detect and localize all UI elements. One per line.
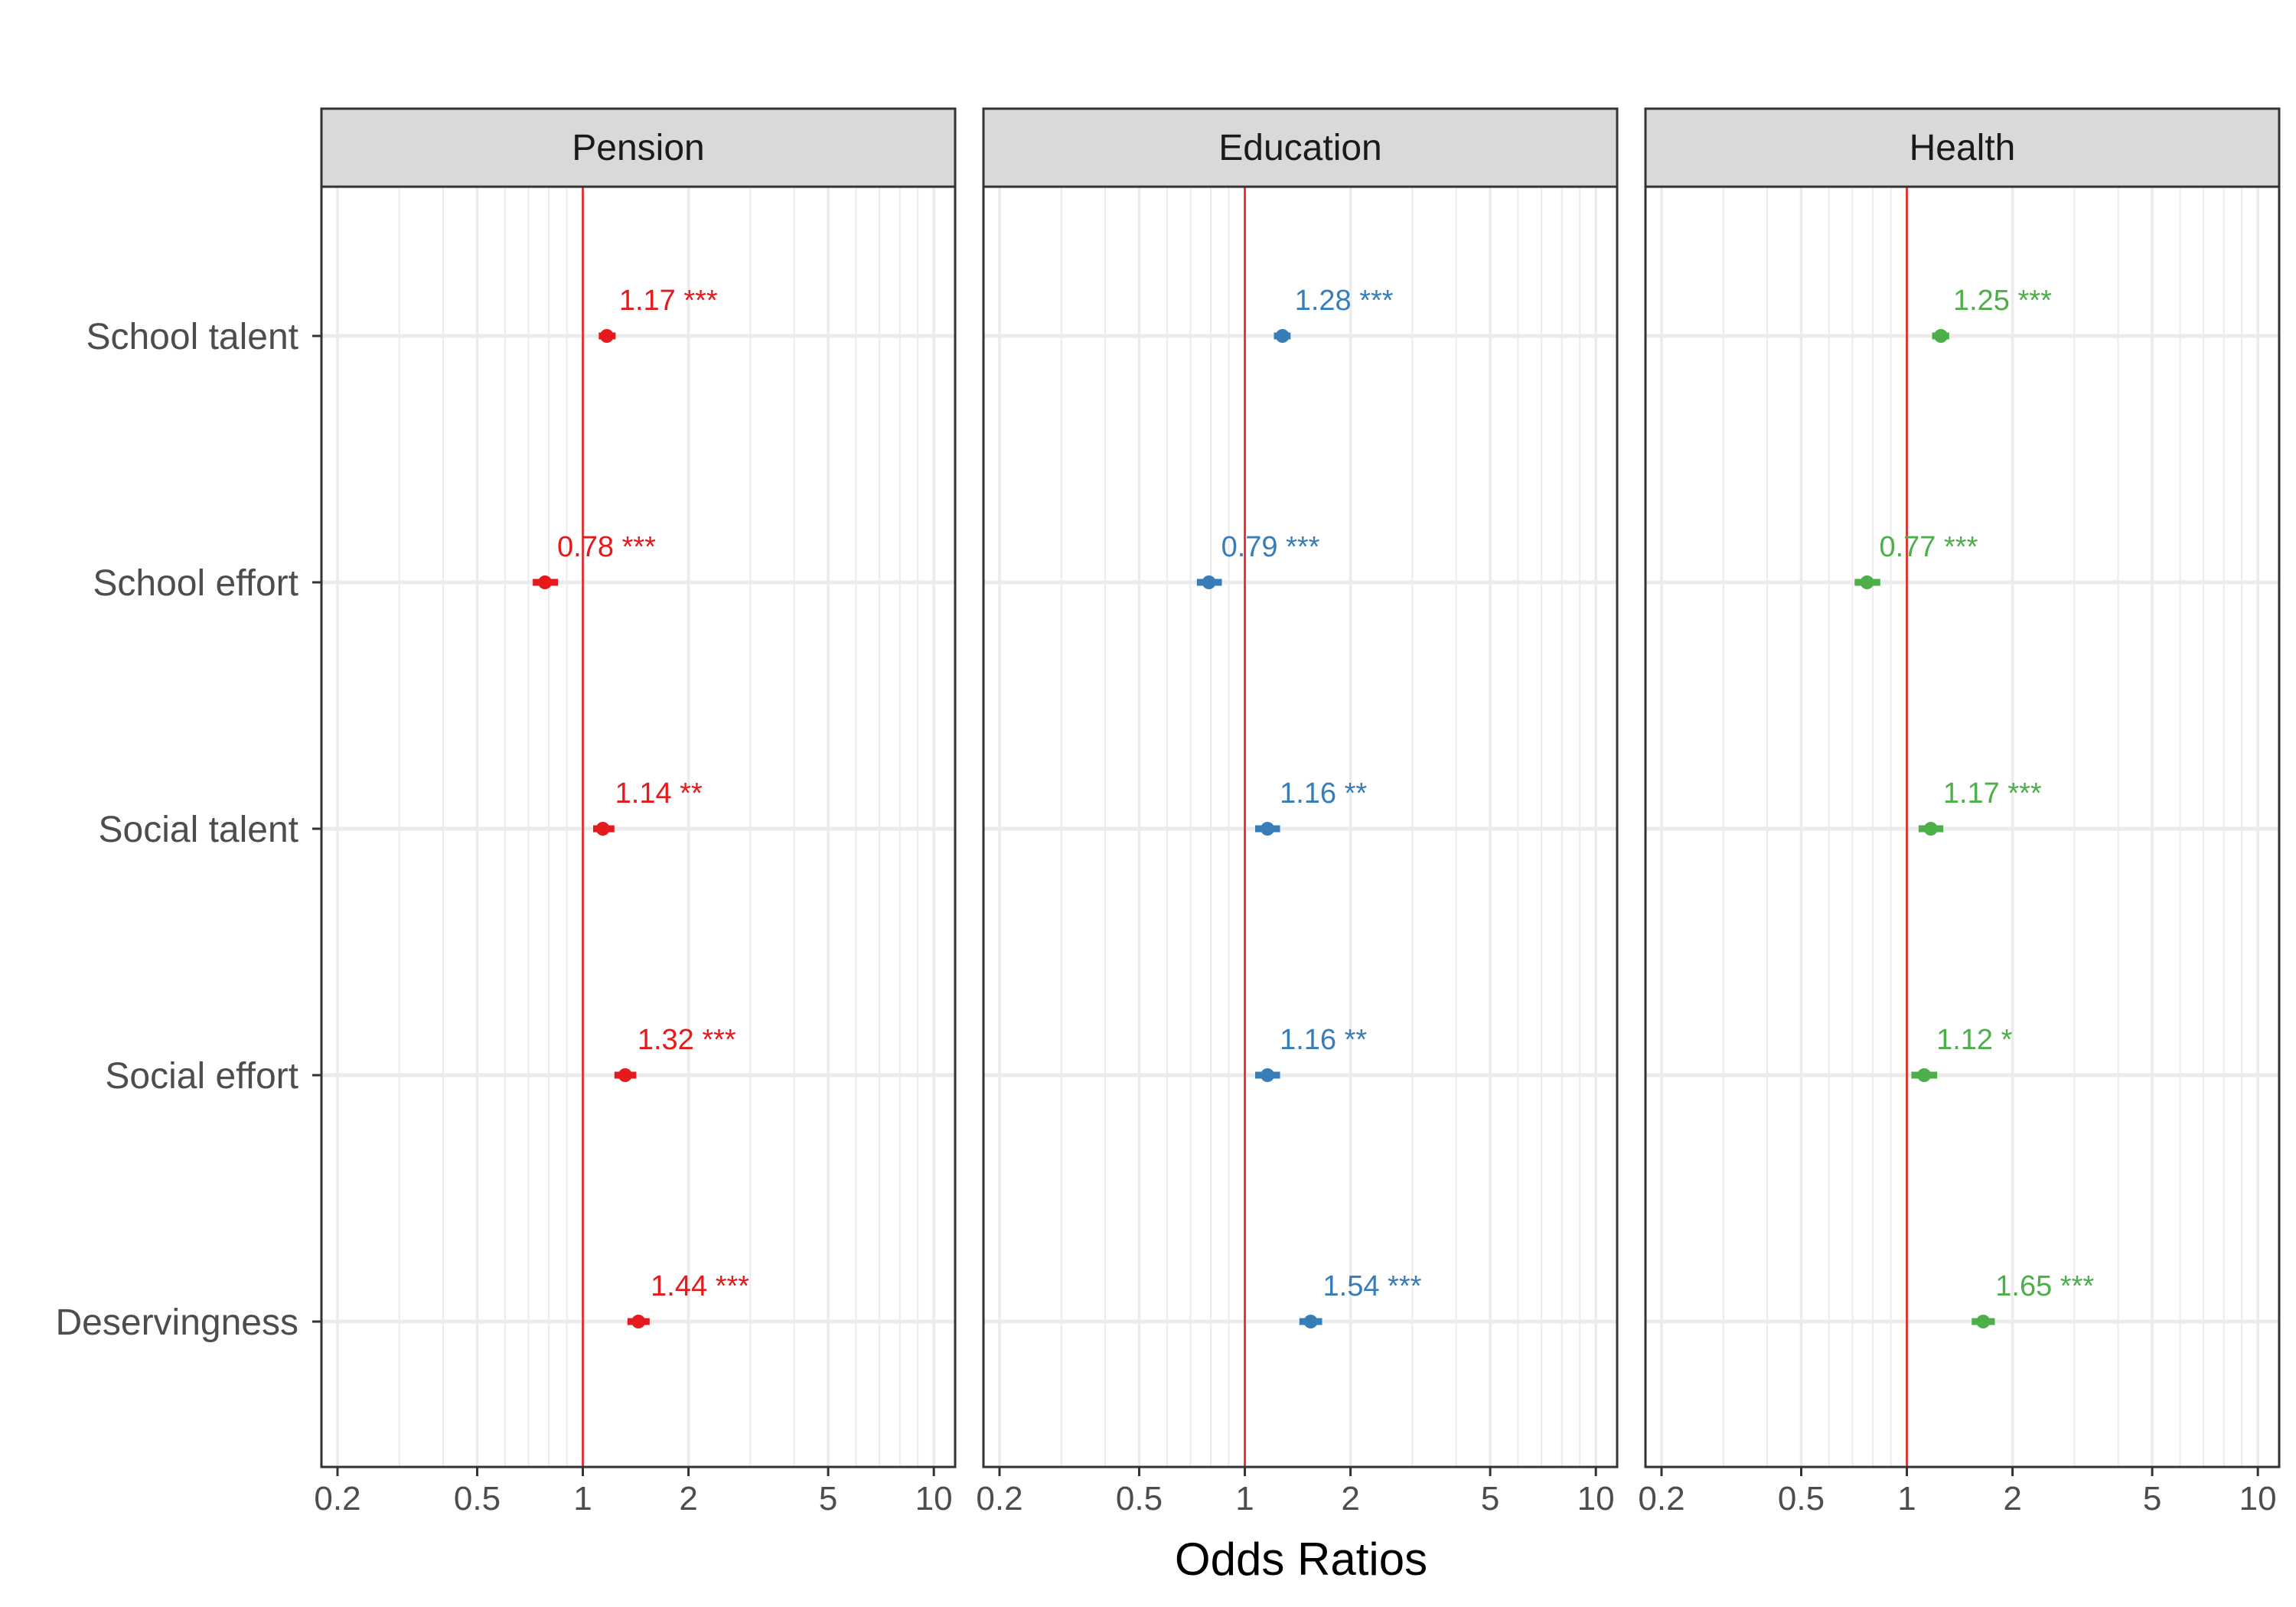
estimate-label: 1.25 ***	[1953, 285, 2052, 317]
estimate-label: 1.12 *	[1936, 1024, 2013, 1056]
estimate-point	[1261, 822, 1275, 836]
x-tick-label: 0.2	[1638, 1480, 1684, 1517]
estimate-point	[1917, 1068, 1932, 1082]
panel-health: Health 1.25 *** 0.77 *** 1.17 *** 1.12 * 1.65…	[1638, 107, 2281, 1517]
x-tick-label: 0.5	[454, 1480, 501, 1517]
estimate-label: 1.54 ***	[1323, 1270, 1422, 1302]
x-tick-label: 1	[573, 1480, 592, 1517]
x-tick-label: 2	[1341, 1480, 1359, 1517]
x-tick-label: 5	[1481, 1480, 1499, 1517]
y-tick-label: Deservingness	[56, 1302, 298, 1343]
estimate-label: 0.77 ***	[1879, 531, 1978, 563]
x-tick-label: 0.2	[314, 1480, 360, 1517]
strip-label: Education	[1218, 128, 1382, 168]
x-axis-title: Odds Ratios	[1175, 1534, 1427, 1585]
estimate-point	[599, 329, 614, 343]
estimate-point	[1261, 1068, 1275, 1082]
x-tick-label: 5	[2143, 1480, 2161, 1517]
estimate-label: 1.28 ***	[1295, 285, 1394, 317]
x-tick-label: 0.5	[1778, 1480, 1825, 1517]
estimate-label: 1.14 **	[615, 777, 703, 810]
estimate-label: 0.78 ***	[557, 531, 656, 563]
estimate-point	[631, 1315, 646, 1328]
estimate-point	[538, 575, 553, 589]
y-tick-label: School talent	[86, 317, 298, 357]
x-tick-label: 10	[915, 1480, 953, 1517]
estimate-label: 1.32 ***	[638, 1024, 736, 1056]
estimate-label: 1.44 ***	[651, 1270, 749, 1302]
x-tick-label: 10	[2239, 1480, 2277, 1517]
estimate-label: 1.65 ***	[1995, 1270, 2094, 1302]
x-tick-label: 10	[1577, 1480, 1615, 1517]
x-tick-label: 2	[679, 1480, 697, 1517]
estimate-point	[1923, 822, 1938, 836]
panel-border	[1644, 185, 2281, 1468]
estimate-label: 1.16 **	[1280, 1024, 1367, 1056]
estimate-point	[1275, 329, 1290, 343]
x-tick-label: 0.2	[976, 1480, 1022, 1517]
panel-border	[320, 185, 957, 1468]
estimate-point	[1933, 329, 1948, 343]
panel-pension: Pension 1.17 *** 0.78 *** 1.14 ** 1.32 *** 1.…	[314, 107, 957, 1517]
panel-education: Education 1.28 *** 0.79 *** 1.16 ** 1.16 ** 1…	[976, 107, 1619, 1517]
estimate-point	[1860, 575, 1874, 589]
estimate-label: 1.17 ***	[619, 285, 718, 317]
strip-label: Pension	[572, 128, 704, 168]
panel-border	[982, 185, 1619, 1468]
y-axis: School talent School effort Social talent S…	[56, 317, 321, 1343]
y-tick-label: Social talent	[99, 810, 299, 850]
strip-background	[320, 107, 957, 188]
x-tick-label: 1	[1235, 1480, 1254, 1517]
estimate-point	[1976, 1315, 1991, 1328]
estimate-label: 0.79 ***	[1221, 531, 1320, 563]
strip-background	[1644, 107, 2281, 188]
panels-layer: Pension 1.17 *** 0.78 *** 1.14 ** 1.32 *** 1.…	[314, 107, 2281, 1517]
estimate-label: 1.17 ***	[1943, 777, 2042, 810]
y-tick-label: School effort	[93, 563, 298, 604]
estimate-point	[1303, 1315, 1318, 1328]
x-tick-label: 0.5	[1116, 1480, 1163, 1517]
strip-label: Health	[1910, 128, 2016, 168]
x-tick-label: 1	[1897, 1480, 1916, 1517]
strip-background	[982, 107, 1619, 188]
estimate-label: 1.16 **	[1280, 777, 1367, 810]
y-tick-label: Social effort	[105, 1056, 298, 1097]
estimate-point	[618, 1068, 632, 1082]
x-tick-label: 5	[819, 1480, 837, 1517]
x-tick-label: 2	[2003, 1480, 2021, 1517]
estimate-point	[1202, 575, 1216, 589]
estimate-point	[595, 822, 610, 836]
